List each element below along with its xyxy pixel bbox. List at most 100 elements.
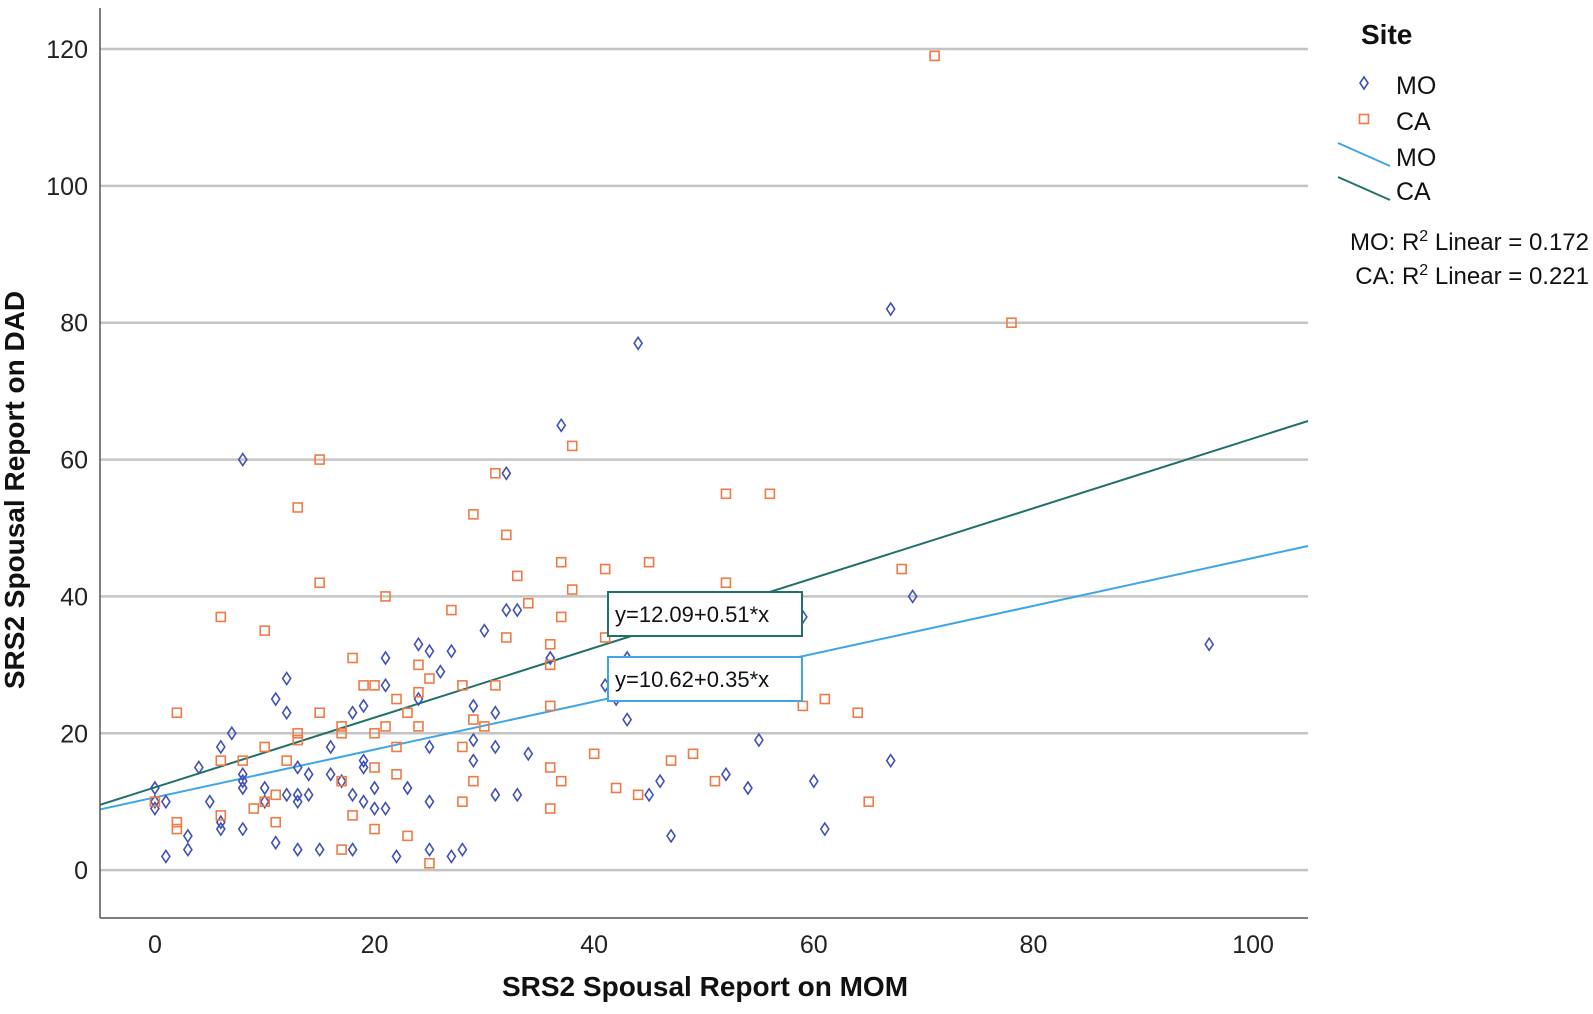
point-mo-43 [369, 801, 380, 816]
point-mo-19 [259, 794, 270, 810]
point-ca-17 [292, 734, 303, 746]
point-ca-70 [599, 632, 611, 643]
point-mo-41 [358, 794, 369, 810]
point-mo-26 [292, 787, 303, 803]
equation-box-mo [607, 656, 803, 702]
point-mo-34 [336, 773, 347, 789]
point-ca-72 [632, 789, 644, 801]
y-tick-label-120: 120 [46, 36, 88, 64]
point-mo-58 [457, 842, 468, 858]
legend-line-ca [1337, 176, 1391, 201]
point-mo-23 [281, 705, 292, 721]
point-mo-69 [512, 787, 523, 803]
point-ca-30 [369, 762, 380, 773]
point-mo-87 [885, 301, 896, 317]
point-ca-52 [490, 467, 501, 479]
point-ca-55 [501, 632, 512, 643]
tick-labels: 0 20 40 60 80 100 120 0 20 40 60 80 100 [46, 36, 1274, 959]
point-mo-88 [885, 753, 896, 769]
point-mo-52 [424, 739, 435, 755]
x-tick-label-0: 0 [148, 931, 162, 959]
point-ca-57 [522, 597, 534, 609]
point-ca-34 [391, 693, 402, 705]
point-ca-75 [687, 748, 699, 760]
point-mo-25 [292, 760, 303, 775]
point-ca-10 [259, 741, 271, 753]
point-mo-46 [380, 801, 391, 816]
point-ca-27 [358, 680, 369, 691]
point-mo-36 [347, 787, 358, 803]
point-mo-63 [490, 705, 501, 721]
point-ca-28 [369, 680, 380, 691]
point-mo-21 [270, 835, 281, 851]
point-ca-78 [720, 577, 732, 589]
point-ca-46 [457, 741, 468, 753]
point-ca-40 [413, 686, 424, 698]
point-mo-78 [644, 787, 655, 803]
point-ca-33 [380, 721, 391, 732]
legend-label-marker-ca: CA [1396, 108, 1431, 136]
point-mo-72 [556, 417, 567, 433]
y-tick-label-60: 60 [60, 447, 88, 475]
point-mo-86 [819, 821, 830, 837]
point-ca-54 [501, 529, 512, 541]
point-mo-89 [907, 588, 918, 604]
point-mo-11 [215, 821, 226, 837]
legend-marker-ca [1358, 113, 1370, 125]
point-mo-28 [292, 842, 303, 858]
legend-label-line-mo: MO [1396, 144, 1436, 172]
point-ca-38 [402, 830, 413, 842]
legend-marker-mo [1359, 75, 1369, 91]
point-ca-18 [314, 454, 325, 465]
equation-label-ca: y=12.09+0.51*x [615, 602, 769, 627]
point-mo-66 [501, 465, 512, 481]
point-ca-26 [347, 810, 358, 821]
r2-label-mo: MO: R2 Linear = 0.172 [1350, 228, 1589, 256]
point-mo-85 [808, 773, 819, 789]
x-axis-title: SRS2 Spousal Report on MOM [502, 971, 908, 1002]
x-tick-label-40: 40 [580, 931, 608, 959]
point-ca-58 [544, 639, 556, 650]
r2-label-ca: CA: R2 Linear = 0.221 [1355, 262, 1589, 290]
x-tick-label-80: 80 [1020, 931, 1048, 959]
y-axis-title: SRS2 Spousal Report on DAD [0, 291, 30, 689]
point-mo-51 [424, 643, 435, 659]
point-mo-83 [753, 732, 764, 748]
point-mo-31 [314, 842, 325, 858]
data-points [149, 50, 1215, 869]
legend-title: Site [1361, 19, 1412, 50]
point-ca-32 [380, 591, 391, 602]
point-ca-6 [215, 810, 227, 821]
point-ca-84 [896, 563, 907, 575]
point-ca-86 [1006, 317, 1017, 329]
point-mo-9 [215, 739, 226, 755]
point-mo-64 [490, 739, 501, 755]
y-tick-label-0: 0 [74, 857, 88, 885]
point-ca-21 [336, 727, 347, 739]
axes [99, 8, 1308, 919]
point-ca-71 [610, 782, 622, 794]
point-ca-73 [643, 556, 655, 568]
point-mo-14 [237, 766, 248, 782]
point-ca-23 [336, 775, 347, 787]
point-mo-45 [380, 677, 391, 693]
point-mo-39 [358, 753, 369, 769]
point-ca-61 [544, 762, 556, 773]
point-ca-4 [215, 611, 227, 623]
point-ca-82 [852, 707, 864, 719]
legend-line-mo [1337, 142, 1391, 167]
point-mo-15 [237, 773, 248, 789]
y-tick-label-100: 100 [46, 173, 88, 201]
equation-label-mo: y=10.62+0.35*x [615, 667, 769, 692]
point-mo-60 [468, 732, 479, 748]
point-ca-35 [391, 741, 402, 753]
point-mo-80 [666, 828, 677, 844]
point-ca-7 [237, 755, 249, 766]
point-ca-53 [490, 680, 501, 691]
point-ca-2 [171, 816, 183, 828]
point-mo-16 [237, 780, 248, 796]
point-ca-83 [863, 796, 875, 807]
point-mo-68 [512, 602, 523, 618]
y-tick-label-20: 20 [60, 720, 88, 748]
point-ca-77 [720, 488, 732, 500]
